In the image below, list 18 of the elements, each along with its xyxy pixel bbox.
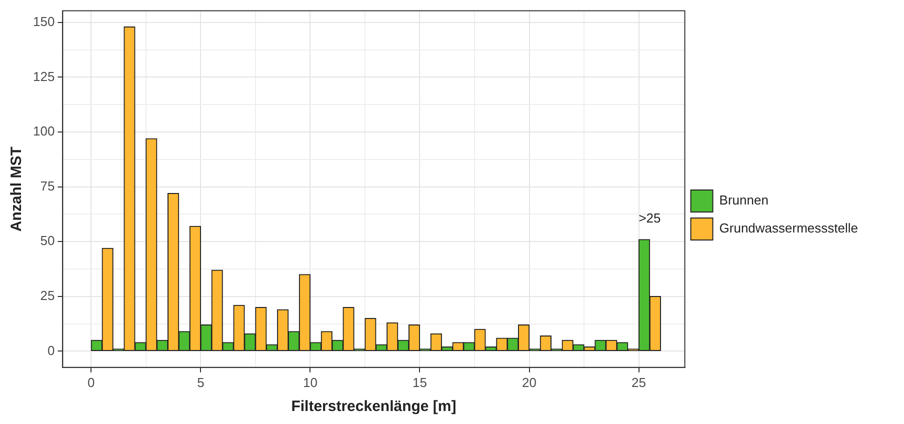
legend-label: Grundwassermessstelle [719, 220, 858, 236]
x-tick-label: 5 [197, 374, 204, 390]
y-tick-label: 125 [32, 68, 55, 84]
y-tick-label: 100 [32, 124, 55, 139]
x-tick-label: 15 [412, 374, 427, 390]
y-tick-label: 50 [40, 233, 55, 248]
y-tick-label: 150 [32, 14, 55, 29]
annotation: >25 [638, 210, 661, 226]
y-tick-label: 75 [40, 178, 55, 194]
x-tick-label: 10 [302, 374, 318, 390]
y-tick-label: 25 [40, 288, 55, 303]
x-axis-title: Filterstreckenlänge [m] [291, 398, 456, 416]
y-axis-title: Anzahl MST [8, 146, 26, 232]
y-tick-label: 0 [47, 342, 55, 358]
legend-label: Brunnen [719, 192, 768, 208]
x-tick-label: 25 [632, 374, 646, 390]
x-tick-label: 0 [88, 374, 95, 390]
x-tick-label: 20 [522, 374, 536, 390]
